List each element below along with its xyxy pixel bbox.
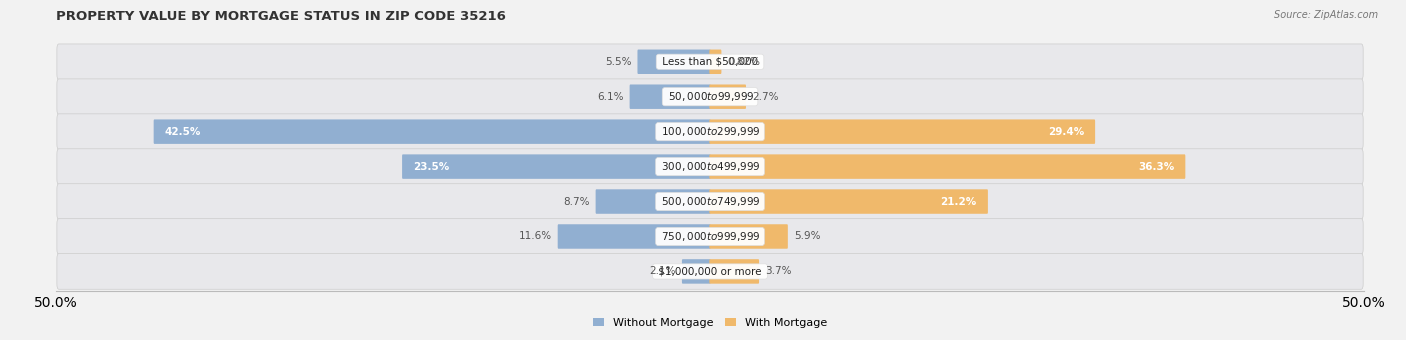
Text: 29.4%: 29.4% (1047, 127, 1084, 137)
FancyBboxPatch shape (153, 119, 710, 144)
Text: Source: ZipAtlas.com: Source: ZipAtlas.com (1274, 10, 1378, 20)
FancyBboxPatch shape (710, 50, 721, 74)
FancyBboxPatch shape (596, 189, 710, 214)
FancyBboxPatch shape (56, 254, 1364, 289)
Text: 6.1%: 6.1% (598, 92, 624, 102)
Text: $1,000,000 or more: $1,000,000 or more (655, 267, 765, 276)
Text: 36.3%: 36.3% (1137, 162, 1174, 172)
Text: 0.82%: 0.82% (727, 57, 761, 67)
Text: 23.5%: 23.5% (413, 162, 450, 172)
Text: $300,000 to $499,999: $300,000 to $499,999 (658, 160, 762, 173)
Text: 11.6%: 11.6% (519, 232, 551, 241)
FancyBboxPatch shape (710, 119, 1095, 144)
FancyBboxPatch shape (56, 114, 1364, 150)
FancyBboxPatch shape (56, 184, 1364, 219)
Text: $50,000 to $99,999: $50,000 to $99,999 (665, 90, 755, 103)
Text: 42.5%: 42.5% (165, 127, 201, 137)
FancyBboxPatch shape (630, 84, 710, 109)
Text: $750,000 to $999,999: $750,000 to $999,999 (658, 230, 762, 243)
FancyBboxPatch shape (710, 84, 747, 109)
Text: 2.7%: 2.7% (752, 92, 779, 102)
Legend: Without Mortgage, With Mortgage: Without Mortgage, With Mortgage (589, 313, 831, 332)
Text: $100,000 to $299,999: $100,000 to $299,999 (658, 125, 762, 138)
Text: $500,000 to $749,999: $500,000 to $749,999 (658, 195, 762, 208)
FancyBboxPatch shape (710, 224, 787, 249)
Text: 5.9%: 5.9% (794, 232, 820, 241)
Text: 21.2%: 21.2% (941, 197, 977, 206)
FancyBboxPatch shape (56, 79, 1364, 115)
FancyBboxPatch shape (56, 149, 1364, 184)
Text: 8.7%: 8.7% (564, 197, 589, 206)
FancyBboxPatch shape (710, 189, 988, 214)
Text: PROPERTY VALUE BY MORTGAGE STATUS IN ZIP CODE 35216: PROPERTY VALUE BY MORTGAGE STATUS IN ZIP… (56, 10, 506, 23)
Text: Less than $50,000: Less than $50,000 (659, 57, 761, 67)
FancyBboxPatch shape (558, 224, 710, 249)
FancyBboxPatch shape (710, 154, 1185, 179)
FancyBboxPatch shape (710, 259, 759, 284)
FancyBboxPatch shape (682, 259, 710, 284)
FancyBboxPatch shape (56, 219, 1364, 254)
Text: 2.1%: 2.1% (650, 267, 676, 276)
FancyBboxPatch shape (637, 50, 710, 74)
Text: 5.5%: 5.5% (605, 57, 631, 67)
FancyBboxPatch shape (56, 44, 1364, 80)
FancyBboxPatch shape (402, 154, 710, 179)
Text: 3.7%: 3.7% (765, 267, 792, 276)
